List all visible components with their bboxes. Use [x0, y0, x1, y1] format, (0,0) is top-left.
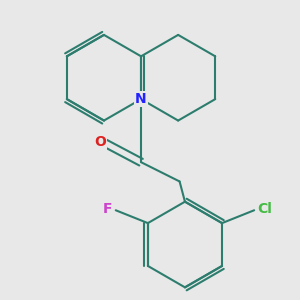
Text: F: F — [102, 202, 112, 216]
Text: O: O — [94, 135, 106, 149]
Text: N: N — [135, 92, 147, 106]
Text: Cl: Cl — [257, 202, 272, 216]
